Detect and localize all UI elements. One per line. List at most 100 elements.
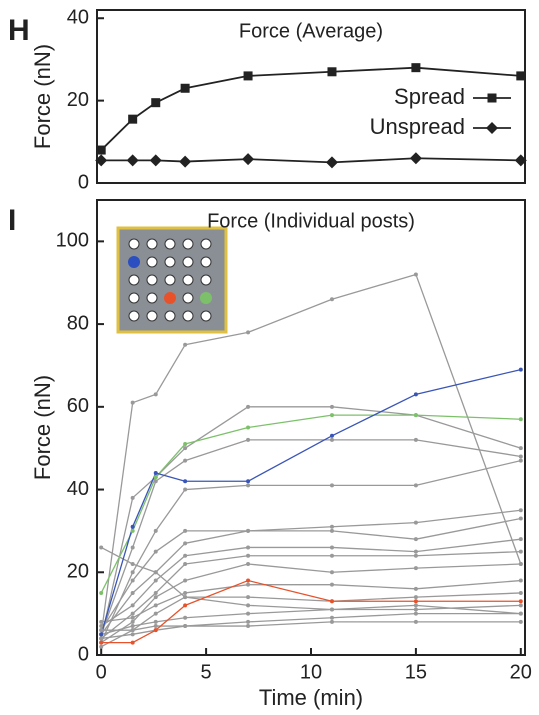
y-axis-title: Force (nN)	[30, 44, 55, 149]
marker	[325, 156, 338, 169]
marker	[413, 483, 418, 488]
x-tick-label: 20	[510, 661, 532, 683]
marker	[183, 528, 188, 533]
series-line	[101, 612, 521, 631]
marker	[153, 611, 158, 616]
marker	[329, 433, 334, 438]
marker	[153, 595, 158, 600]
marker	[153, 475, 158, 480]
marker	[246, 624, 251, 629]
marker	[329, 413, 334, 418]
series-line	[100, 509, 521, 631]
marker	[246, 425, 251, 430]
series-line	[100, 546, 521, 611]
marker	[99, 644, 104, 649]
marker	[246, 619, 251, 624]
marker	[246, 562, 251, 566]
marker	[183, 342, 188, 347]
marker	[518, 599, 523, 604]
marker	[153, 619, 158, 624]
chart-title: Force (Individual posts)	[207, 210, 415, 232]
marker	[153, 578, 158, 583]
marker	[99, 590, 104, 595]
legend-marker	[486, 122, 498, 134]
marker	[130, 619, 135, 624]
marker	[411, 63, 421, 73]
plot-frame	[96, 9, 526, 184]
marker	[153, 624, 158, 629]
panel-label: H	[8, 14, 30, 47]
marker	[243, 71, 253, 81]
marker	[329, 607, 334, 612]
marker	[95, 154, 108, 167]
series-line	[101, 579, 521, 623]
marker	[179, 155, 192, 168]
marker	[180, 83, 190, 93]
marker	[329, 524, 334, 529]
y-axis-title: Force (nN)	[30, 375, 55, 480]
marker	[183, 578, 188, 583]
marker	[128, 114, 138, 124]
marker	[183, 603, 188, 608]
y-tick-label: 0	[78, 643, 89, 665]
marker	[329, 404, 334, 409]
marker	[130, 624, 135, 629]
marker	[329, 615, 334, 620]
marker	[409, 152, 422, 165]
series-line	[100, 368, 521, 635]
marker	[130, 528, 135, 533]
y-tick-label: 80	[67, 312, 89, 334]
series-line	[101, 621, 521, 640]
marker	[329, 553, 334, 558]
x-tick-label: 0	[96, 661, 107, 683]
series-line	[100, 439, 521, 635]
marker	[246, 330, 251, 335]
marker	[413, 272, 418, 277]
x-tick-label: 15	[405, 661, 427, 683]
marker	[329, 619, 334, 624]
marker	[153, 528, 158, 533]
marker	[153, 590, 158, 595]
marker	[413, 599, 418, 604]
marker	[153, 471, 158, 475]
marker	[518, 578, 523, 583]
marker	[183, 615, 188, 620]
series-line	[101, 604, 521, 635]
marker	[153, 603, 158, 608]
marker	[183, 541, 188, 546]
marker	[130, 615, 135, 620]
series-line	[101, 579, 521, 644]
y-tick-label: 20	[67, 89, 89, 111]
marker	[413, 619, 418, 624]
marker	[130, 524, 135, 529]
marker	[246, 611, 251, 616]
marker	[327, 67, 337, 77]
marker	[518, 603, 523, 608]
marker	[516, 71, 526, 81]
y-tick-label: 60	[67, 395, 89, 417]
inset-image	[116, 226, 228, 334]
marker	[130, 562, 135, 566]
marker	[413, 607, 418, 612]
marker	[246, 553, 251, 558]
marker	[183, 553, 188, 558]
marker	[126, 154, 139, 167]
marker	[518, 562, 523, 566]
series-line	[100, 414, 521, 594]
marker	[153, 549, 158, 554]
marker	[153, 628, 158, 633]
marker	[183, 624, 188, 629]
marker	[99, 640, 104, 645]
marker	[130, 400, 135, 405]
marker	[183, 446, 188, 451]
marker	[246, 483, 251, 488]
marker	[246, 595, 251, 600]
x-tick-label: 5	[201, 661, 212, 683]
marker	[130, 640, 135, 645]
marker	[99, 624, 104, 629]
marker	[149, 154, 162, 167]
marker	[183, 595, 188, 600]
marker	[99, 636, 104, 641]
marker	[518, 367, 523, 372]
